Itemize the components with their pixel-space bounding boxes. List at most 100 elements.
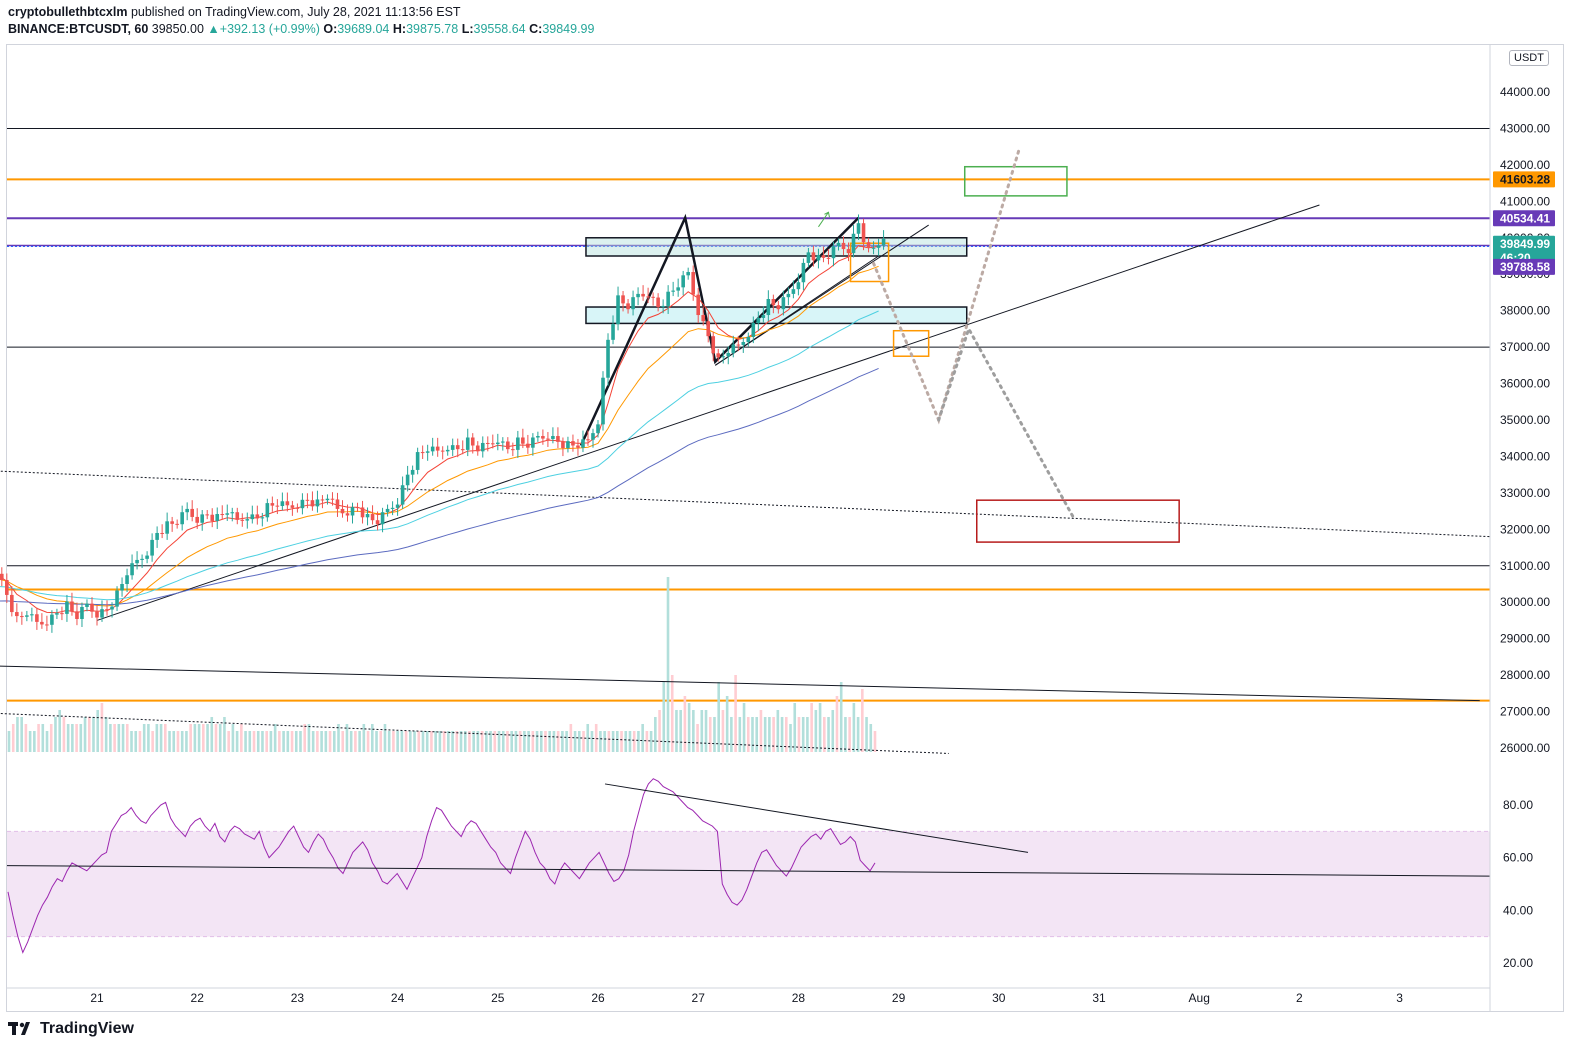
symbol-label[interactable]: BINANCE:BTCUSDT, 60 [8, 22, 149, 36]
candle-body [165, 521, 169, 534]
author-name[interactable]: cryptobullethbtcxlm [8, 5, 128, 19]
volume-bar [510, 731, 514, 752]
rsi-divergence-line [604, 783, 1029, 853]
candle-body [195, 516, 199, 523]
volume-bar [603, 731, 606, 752]
volume-bar [387, 731, 391, 752]
candle-body [721, 356, 726, 358]
low-label: L: [461, 22, 474, 36]
volume-bar [227, 731, 230, 752]
candle-body [380, 512, 385, 525]
candle-body [661, 305, 665, 308]
volume-bar [548, 731, 552, 752]
volume-bars [7, 577, 877, 752]
volume-bar [594, 724, 598, 752]
volume-bar [658, 710, 661, 752]
volume-bar [751, 717, 754, 752]
close-label: C: [529, 22, 543, 36]
volume-bar [409, 731, 412, 752]
candle-body [626, 303, 630, 310]
rsi-support-line [6, 865, 1491, 877]
volume-bar [763, 717, 767, 752]
volume-bar [823, 717, 826, 752]
close-value: 39849.99 [542, 22, 595, 36]
volume-bar [561, 731, 564, 752]
candle-body [435, 446, 440, 451]
candle-body [455, 445, 460, 450]
candle-body [230, 512, 235, 514]
volume-bar [273, 724, 277, 752]
volume-bar [290, 731, 294, 752]
volume-bar [202, 724, 205, 752]
volume-bar [700, 710, 704, 752]
candle-body [335, 499, 340, 509]
candle-body [801, 262, 806, 283]
candle-body [395, 504, 400, 508]
volume-bar [121, 724, 125, 752]
volume-bar [117, 724, 121, 752]
volume-bar [814, 710, 818, 752]
candle-body [751, 323, 756, 337]
volume-bar [113, 724, 116, 752]
candle-body [65, 601, 69, 614]
volume-bar [683, 696, 687, 752]
volume-bar [430, 731, 433, 752]
volume-bar [354, 731, 357, 752]
candle-body [511, 449, 515, 451]
candle-body [5, 579, 9, 595]
candle-body [250, 514, 255, 520]
tradingview-logo-icon[interactable] [8, 1022, 34, 1036]
volume-bar [577, 731, 581, 752]
volume-bar [438, 731, 442, 752]
volume-bar [793, 703, 797, 752]
candle-body [711, 336, 716, 354]
price-tick-label: 42000.00 [1500, 158, 1550, 172]
price-change: ▲+392.13 (+0.99%) [207, 22, 320, 36]
volume-bar [442, 731, 446, 752]
currency-label[interactable]: USDT [1509, 50, 1549, 66]
volume-bar [286, 731, 290, 752]
candle-body [90, 603, 94, 612]
candle-body [425, 451, 430, 453]
volume-bar [434, 731, 437, 752]
price-tag-bg [1493, 258, 1555, 275]
volume-bar [632, 731, 636, 752]
volume-bar [670, 675, 674, 752]
volume-bar [134, 731, 138, 752]
candles [0, 214, 886, 633]
volume-bar [861, 689, 864, 752]
candle-body [15, 612, 19, 617]
candle-body [841, 242, 846, 250]
volume-bar [62, 717, 66, 752]
candle-body [160, 532, 164, 534]
candle-body [170, 521, 174, 524]
brand-name[interactable]: TradingView [40, 1020, 134, 1037]
volume-bar [725, 696, 729, 752]
footer: TradingView [8, 1020, 134, 1038]
volume-bar [362, 724, 366, 752]
candle-body [571, 441, 575, 446]
ema-slow-line [0, 310, 879, 601]
volume-bar [109, 724, 112, 752]
candle-body [45, 624, 49, 626]
volume-bar [852, 703, 856, 752]
volume-bar [320, 731, 323, 752]
volume-bar [425, 731, 429, 752]
volume-bar [873, 731, 877, 752]
candle-body [586, 439, 590, 441]
rsi-tick-label: 60.00 [1503, 851, 1533, 865]
volume-bar [100, 703, 104, 752]
volume-bar [11, 724, 15, 752]
volume-bar [535, 731, 539, 752]
candle-body [150, 539, 154, 556]
volume-bar [772, 717, 775, 752]
price-tick-label: 34000.00 [1500, 449, 1550, 463]
volume-bar [235, 731, 239, 752]
ohlc-line: BINANCE:BTCUSDT, 60 39850.00 ▲+392.13 (+… [8, 21, 594, 38]
volume-bar [666, 577, 670, 752]
ascending-support-line [96, 204, 1320, 621]
candle-body [385, 508, 390, 513]
candle-body [636, 293, 640, 298]
